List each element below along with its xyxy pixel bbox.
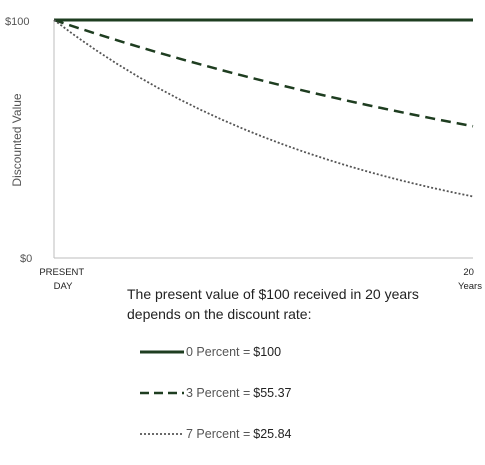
y-axis-label: Discounted Value <box>10 93 24 186</box>
x-tick-end-line-2: Years <box>458 281 482 292</box>
series-line-3-percent <box>53 18 474 128</box>
legend-swatch-dotted <box>140 433 184 435</box>
legend-swatch-dashed <box>140 391 184 395</box>
legend-value: $25.84 <box>253 427 292 441</box>
x-tick-end-line-1: 20 <box>463 267 474 278</box>
chart-caption: The present value of $100 received in 20… <box>127 286 419 322</box>
y-tick-label-top: $100 <box>5 16 29 28</box>
legend-item-7-percent: 7 Percent = $25.84 <box>140 424 292 444</box>
legend-item-0-percent: 0 Percent = $100 <box>140 342 292 362</box>
series-line-7-percent <box>53 19 474 198</box>
present-value-chart: $100 $0 Discounted Value PRESENT DAY 20 … <box>5 16 482 292</box>
legend: 0 Percent = $100 3 Percent = $55.37 7 Pe… <box>140 342 292 465</box>
legend-value: $100 <box>253 345 282 359</box>
x-tick-start-line-2: DAY <box>54 281 73 292</box>
x-tick-start-line-1: PRESENT <box>39 267 84 278</box>
legend-swatch-solid <box>140 350 184 354</box>
legend-item-3-percent: 3 Percent = $55.37 <box>140 383 292 403</box>
x-tick-label-end: 20 Years <box>458 267 482 292</box>
legend-value: $55.37 <box>253 386 292 400</box>
x-tick-label-start: PRESENT DAY <box>39 267 86 292</box>
series-layer <box>53 18 474 198</box>
legend-label: 0 Percent = <box>186 345 251 359</box>
legend-label: 3 Percent = <box>186 386 251 400</box>
y-tick-label-bottom: $0 <box>20 253 32 265</box>
legend-label: 7 Percent = <box>186 427 251 441</box>
